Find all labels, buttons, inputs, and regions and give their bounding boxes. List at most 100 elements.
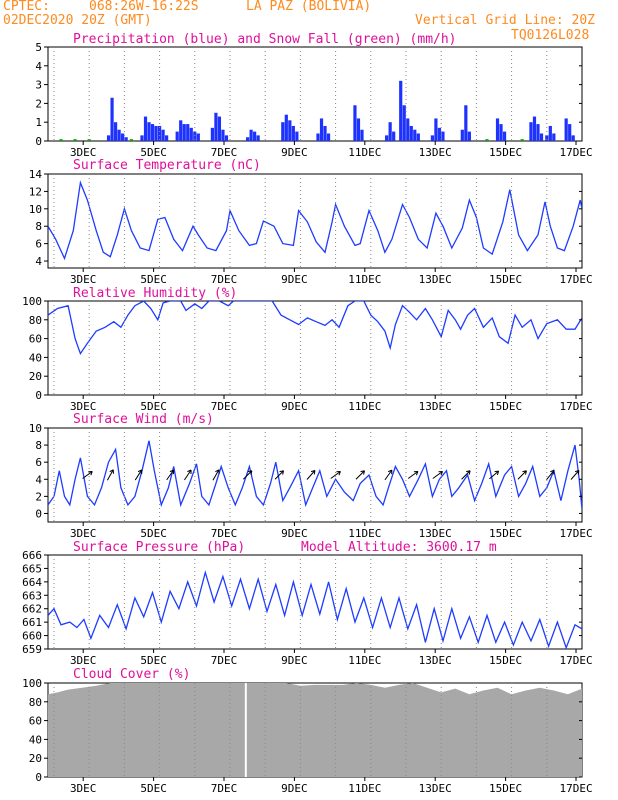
temperature-ytick-label: 6 bbox=[35, 238, 42, 251]
cloud-xtick-label: 5DEC bbox=[140, 782, 167, 795]
header-coords: 068:26W-16:22S bbox=[89, 0, 199, 14]
wind-xtick-label: 5DEC bbox=[140, 527, 167, 540]
wind-arrow bbox=[166, 469, 175, 481]
precip-bar bbox=[539, 133, 544, 141]
precip-bar bbox=[249, 129, 253, 141]
panel-wind: Surface Wind (m/s) 0 2 4 6 8 10 3DEC 5DEC 7DEC 9DE… bbox=[29, 412, 593, 540]
precip-bar bbox=[221, 129, 225, 141]
wind-arrow-head bbox=[494, 470, 499, 473]
wind-arrow-head bbox=[109, 469, 114, 473]
wind-arrow-head bbox=[466, 470, 471, 473]
header-grid-note: Vertical Grid Line: 20Z bbox=[415, 13, 596, 28]
cloud-area bbox=[48, 683, 582, 777]
wind-arrow bbox=[461, 470, 471, 480]
wind-arrow bbox=[330, 470, 341, 479]
precip-xtick-label: 3DEC bbox=[70, 146, 97, 159]
panel-pressure: Surface Pressure (hPa) Model Altitude: 36… bbox=[22, 540, 592, 667]
humidity-line bbox=[48, 301, 582, 356]
precip-ytick-label: 3 bbox=[35, 79, 42, 92]
pressure-xtick-label: 13DEC bbox=[419, 654, 452, 667]
temperature-xtick-label: 17DEC bbox=[559, 273, 592, 286]
humidity-ytick-label: 0 bbox=[35, 389, 42, 402]
precip-xtick-label: 9DEC bbox=[281, 146, 308, 159]
panel-cloud: Cloud Cover (%) 0 20 40 60 80 100 3DEC 5DEC 7DEC 9… bbox=[22, 667, 592, 795]
precip-ytick-label: 5 bbox=[35, 41, 42, 54]
wind-ytick-label: 0 bbox=[35, 507, 42, 520]
precip-bar bbox=[402, 105, 406, 141]
precip-bar bbox=[196, 133, 200, 141]
precip-bar bbox=[189, 127, 193, 141]
precip-bar bbox=[161, 129, 165, 141]
wind-arrow-shaft bbox=[546, 470, 555, 480]
precip-ytick-label: 4 bbox=[35, 60, 42, 73]
precip-bar bbox=[564, 118, 568, 141]
pressure-ytick-label: 661 bbox=[22, 616, 42, 629]
cloud-gap bbox=[244, 683, 247, 777]
wind-arrow-shaft bbox=[461, 470, 471, 480]
wind-arrow-head bbox=[187, 469, 192, 473]
precip-bar bbox=[356, 118, 361, 141]
temperature-xtick-label: 13DEC bbox=[419, 273, 452, 286]
cloud-xtick-label: 15DEC bbox=[489, 782, 522, 795]
wind-arrow-head bbox=[550, 469, 555, 473]
cloud-ytick-label: 60 bbox=[29, 715, 42, 728]
wind-xtick-label: 7DEC bbox=[211, 527, 238, 540]
wind-arrow-shaft bbox=[166, 469, 175, 481]
wind-arrow-head bbox=[468, 470, 471, 475]
wind-arrow-shaft bbox=[407, 471, 419, 479]
wind-arrow-shaft bbox=[306, 470, 316, 480]
pressure-annotation: Model Altitude: 3600.17 m bbox=[301, 540, 497, 555]
pressure-line bbox=[48, 570, 582, 649]
wind-arrow-head bbox=[282, 470, 284, 475]
cloud-ytick-label: 40 bbox=[29, 733, 42, 746]
wind-xtick-label: 13DEC bbox=[419, 527, 452, 540]
precip-bar bbox=[552, 133, 556, 141]
wind-arrow bbox=[407, 470, 419, 479]
precip-bar bbox=[460, 129, 464, 141]
precip-bar bbox=[441, 131, 445, 141]
pressure-xtick-label: 5DEC bbox=[140, 654, 167, 667]
wind-arrow-head bbox=[279, 470, 284, 473]
humidity-xtick-label: 3DEC bbox=[70, 400, 97, 413]
precip-bar bbox=[154, 125, 158, 141]
wind-arrow-shaft bbox=[570, 470, 580, 480]
precip-bar bbox=[548, 125, 552, 141]
pressure-ytick-label: 660 bbox=[22, 630, 42, 643]
wind-arrow-head bbox=[137, 469, 142, 473]
wind-arrow-head bbox=[574, 470, 580, 473]
precip-bar bbox=[416, 133, 420, 141]
pressure-ytick-label: 664 bbox=[22, 576, 42, 589]
precip-bar bbox=[360, 129, 364, 141]
precip-bar bbox=[437, 127, 442, 141]
pressure-xtick-label: 17DEC bbox=[559, 654, 592, 667]
humidity-ytick-label: 100 bbox=[22, 295, 42, 308]
precip-bar bbox=[186, 124, 190, 141]
wind-arrow-shaft bbox=[432, 471, 443, 479]
precip-bar bbox=[124, 137, 128, 141]
humidity-title: Relative Humidity (%) bbox=[73, 286, 237, 301]
precip-bar bbox=[532, 116, 537, 141]
humidity-plot bbox=[48, 301, 582, 356]
precip-bar bbox=[140, 135, 144, 141]
precip-xtick-label: 13DEC bbox=[419, 146, 452, 159]
wind-xtick-label: 17DEC bbox=[559, 527, 592, 540]
wind-arrow-head bbox=[360, 470, 365, 473]
humidity-xtick-label: 13DEC bbox=[419, 400, 452, 413]
precip-bar bbox=[106, 135, 111, 141]
humidity-ytick-label: 40 bbox=[29, 351, 42, 364]
wind-arrow bbox=[134, 469, 143, 481]
wind-arrow-shaft bbox=[355, 470, 365, 480]
wind-arrow-head bbox=[496, 470, 500, 476]
cloud-xtick-label: 3DEC bbox=[70, 782, 97, 795]
precip-xtick-label: 11DEC bbox=[348, 146, 381, 159]
wind-arrow-head bbox=[522, 470, 527, 473]
precip-bar bbox=[323, 125, 327, 141]
wind-arrow-head bbox=[169, 469, 174, 473]
precip-bar bbox=[210, 127, 214, 141]
precip-bar bbox=[147, 122, 151, 141]
precip-bar bbox=[157, 125, 162, 141]
wind-title: Surface Wind (m/s) bbox=[73, 412, 214, 427]
humidity-xtick-label: 9DEC bbox=[281, 400, 308, 413]
precip-bar bbox=[434, 118, 438, 141]
